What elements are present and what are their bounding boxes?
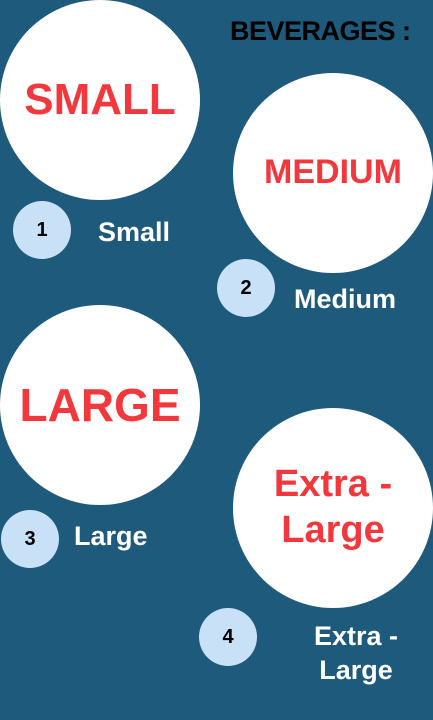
size-option-extra-large-label: Extra - Large [273,463,393,551]
size-caption-small: Small [98,217,171,247]
size-option-medium[interactable]: MEDIUM [233,73,433,273]
size-option-small-label: SMALL [24,74,176,124]
size-number-badge-3: 3 [1,510,59,568]
size-option-extra-large[interactable]: Extra - Large [233,408,433,608]
page-title: BEVERAGES : [230,16,411,46]
size-number-badge-2: 2 [217,259,275,317]
size-option-medium-label: MEDIUM [264,153,402,192]
size-option-small[interactable]: SMALL [0,0,200,200]
size-number-badge-1: 1 [13,201,71,259]
size-caption-medium: Medium [294,284,397,314]
size-option-large-label: LARGE [19,378,181,431]
size-number-badge-4: 4 [199,608,257,666]
size-caption-large: Large [74,521,148,551]
size-caption-extra-large: Extra - Large [313,621,399,685]
size-option-large[interactable]: LARGE [0,305,200,505]
